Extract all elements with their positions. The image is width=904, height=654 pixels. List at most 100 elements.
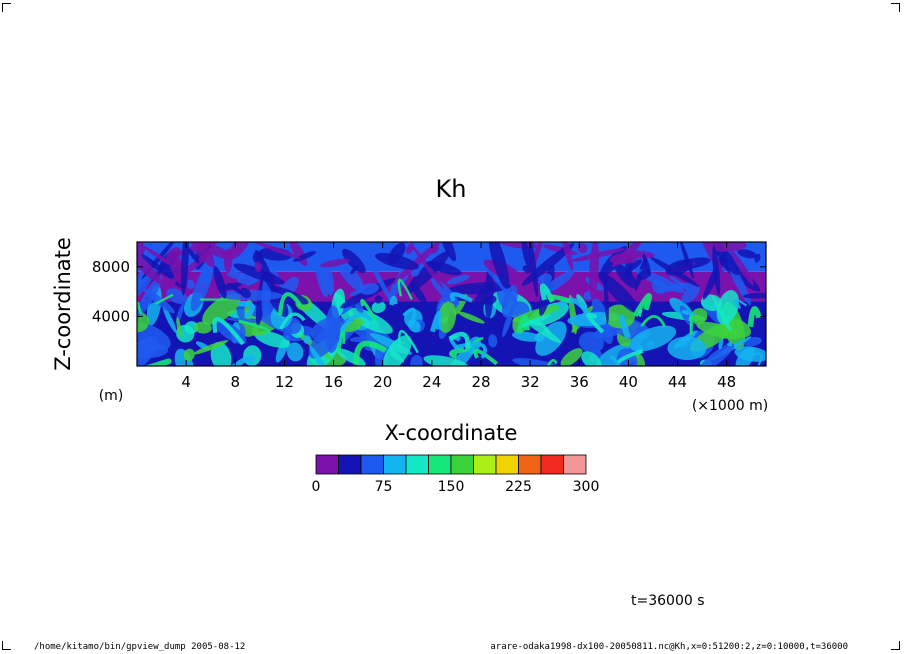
field-patch [712,245,721,296]
field-patch [137,341,169,359]
field-filament [618,314,631,339]
field-patch [180,242,189,296]
field-filament [397,278,413,300]
field-filament [546,359,558,366]
x-tick-label: 20 [373,373,392,391]
field-patch [406,243,414,255]
field-filament [609,355,621,366]
colorbar-swatch [473,454,497,475]
field-filament [398,330,419,354]
field-patch [629,325,677,352]
x-axis-label: X-coordinate [385,421,518,445]
field-patch [252,242,301,259]
field-patch [176,317,182,338]
x-tick-label: 44 [668,373,687,391]
field-patch [308,327,339,359]
field-patch [210,341,232,366]
field-patch [538,273,552,286]
y-axis: 4000 8000 [92,258,766,325]
frame-corner-top-left [2,3,11,12]
field-patch [603,274,609,324]
frame-corner-top-right [891,3,900,12]
field-patch [190,260,215,312]
field-filament [586,312,605,334]
colorbar-swatch [450,454,474,475]
field-patch [387,242,406,265]
field-patch [665,259,694,276]
colorbar-tick-label: 225 [505,479,532,495]
field-patch [628,259,642,271]
field-patch [140,253,173,279]
field-patch [359,283,379,295]
x-tick-label: 32 [521,373,540,391]
field-filament [238,319,271,334]
field-patch [187,248,200,264]
field-filament [747,306,762,327]
colorbar-swatch [540,454,564,475]
field-patch [393,242,442,285]
field-patch [679,242,694,279]
x-tick-label: 48 [717,373,736,391]
field-filament [688,315,693,335]
field-patch [730,250,755,286]
y-tick-label: 8000 [92,258,130,276]
x-tick-label: 36 [570,373,589,391]
field-patch [341,248,366,274]
field-patch [577,243,588,254]
x-tick-label: 12 [275,373,294,391]
field-patch [254,261,262,272]
field-patch [581,351,602,366]
chart-title: Kh [436,175,467,203]
colorbar-swatch [405,454,429,475]
field-filament [521,320,551,335]
field-patch [718,338,724,350]
colorbar-swatch [563,454,587,475]
field-patch [723,317,751,338]
x-tick-label: 28 [471,373,490,391]
colorbar-swatch [360,454,384,475]
field-patch [667,336,707,361]
field-patch [512,331,542,342]
frame-corner-bottom-left [2,641,11,650]
field-patch [223,248,233,274]
field-patch [143,246,173,267]
field-filament [353,340,388,365]
field-filament [638,309,643,318]
field-patch [690,308,708,325]
field-filament [144,358,172,366]
field-filament [360,298,378,322]
field-patch [438,301,457,333]
heatmap-field [137,242,766,366]
field-patch [440,242,457,262]
field-filament [449,292,474,303]
field-patch [447,282,511,295]
field-filament [751,352,763,366]
field-filament [278,292,303,316]
field-filament [681,310,695,317]
field-patch [488,242,510,289]
field-patch [681,284,700,304]
field-filament [516,314,530,334]
x-tick-label: 40 [619,373,638,391]
plot-frame [136,241,767,367]
y-tick-label: 4000 [92,307,130,325]
x-axis: 4 8 12 16 20 24 28 32 36 40 44 48 [181,242,736,391]
field-patch [560,242,574,271]
field-patch [512,358,563,366]
field-patch [162,306,177,333]
colorbar-swatch [338,454,362,475]
field-filament [339,312,374,333]
field-patch [213,265,227,299]
field-filament [463,337,484,353]
colorbar-swatch [383,454,407,475]
field-filament [640,315,666,328]
field-filament [388,295,398,306]
field-patch [314,250,329,298]
field-filament [556,297,591,317]
field-patch [374,295,383,304]
footer-command-info: /home/kitamo/bin/gpview_dump 2005-08-12 [34,642,246,652]
field-filament [137,301,143,315]
field-patch [185,279,195,289]
field-patch [560,348,583,366]
field-patch [521,242,532,268]
